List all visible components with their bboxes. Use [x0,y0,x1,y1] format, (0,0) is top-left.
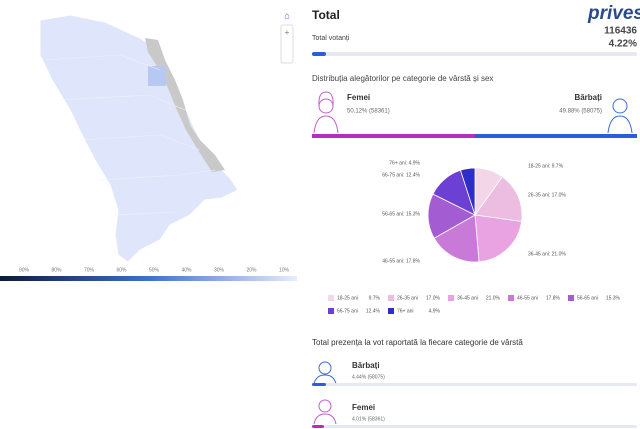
slice-label: 18-25 ani: 9.7% [528,163,564,169]
map-legend-label: 50% [149,267,160,273]
legend-label: 66-75 ani [337,308,358,314]
slice-label: 56-65 ani: 15.3% [382,211,420,217]
pie-chart: 18-25 ani: 9.7% 26-35 ani: 17.0% 36-45 ani… [328,160,621,314]
male-label: Bărbați [352,361,380,370]
progress-fill [312,383,326,386]
map-borders [44,54,216,216]
map-legend-label: 40% [181,267,192,273]
legend-value: 4.9% [429,308,441,314]
progress-fill [312,52,326,56]
legend-value: 17.0% [426,295,441,301]
map-legend-label: 60% [116,267,127,273]
legend-value: 12.4% [366,308,381,314]
female-bar [312,134,475,138]
legend-label: 18-25 ani [337,295,358,301]
legend-swatch [568,295,574,301]
pie-slice [474,176,523,222]
legend-label: 46-55 ani [517,295,538,301]
slice-label: 26-35 ani: 17.0% [528,192,566,198]
pie-slice [427,193,476,239]
legend-label: 56-65 ani [577,295,598,301]
slice-label: 76+ ani: 4.9% [389,160,420,166]
legend-swatch [448,295,454,301]
female-avatar [313,91,339,134]
legend-label: 36-45 ani [457,295,478,301]
legend-swatch [388,295,394,301]
legend-value: 17.8% [546,295,561,301]
legend-swatch [328,308,334,314]
home-icon[interactable]: ⌂ [284,10,289,20]
male-value: 49.88% (58075) [559,109,602,115]
section-title: Total prezența la vot raportată la fieca… [312,338,523,347]
subtitle: Total votanți [312,35,350,42]
legend-swatch [388,308,394,314]
progress-fill [312,425,324,428]
total-count: 116436 [604,26,637,37]
female-label: Femei [352,403,375,412]
zoom-in[interactable]: + [285,28,290,37]
female-value: 50.12% (58361) [347,109,390,115]
title: Total [312,8,340,22]
map-legend: 90% 80% 70% 60% 50% 40% 30% 20% 10% [19,267,290,273]
map-highlight[interactable] [148,66,166,86]
map-legend-bar [0,276,297,281]
map-region[interactable] [39,14,239,263]
legend-value: 21.0% [486,295,501,301]
slice-label: 36-45 ani: 21.0% [528,251,566,257]
male-label: Bărbați [574,93,602,102]
map-legend-label: 70% [84,267,95,273]
map-legend-label: 20% [246,267,257,273]
map-legend-label: 10% [279,267,290,273]
female-value: 4.01% (58361) [352,416,385,422]
pie-slice [433,214,480,263]
zoom-control[interactable] [280,24,294,64]
legend-swatch [328,295,334,301]
female-avatar [313,399,337,425]
map-legend-label: 30% [214,267,225,273]
total-percent: 4.22% [609,39,637,50]
male-avatar [607,98,633,134]
legend-label: 26-35 ani [397,295,418,301]
slice-label: 66-75 ani: 12.4% [382,172,420,178]
pie-slice [474,214,522,263]
male-value: 4.44% (58075) [352,374,385,380]
male-avatar [313,361,337,385]
progress-track [312,425,637,428]
legend-label: 76+ ani [397,308,414,314]
pie-slice [459,167,476,216]
logo[interactable]: privesc [587,3,640,24]
progress-track [312,52,637,56]
legend-value: 15.3% [606,295,621,301]
map-legend-label: 80% [51,267,62,273]
section-title: Distribuția alegătorilor pe categorie de… [312,74,493,83]
progress-track [312,383,637,386]
female-label: Femei [347,93,370,102]
male-bar [475,134,637,138]
legend-swatch [508,295,514,301]
legend-value: 9.7% [369,295,381,301]
map-legend-label: 90% [19,267,30,273]
slice-label: 46-55 ani: 17.8% [382,258,420,264]
